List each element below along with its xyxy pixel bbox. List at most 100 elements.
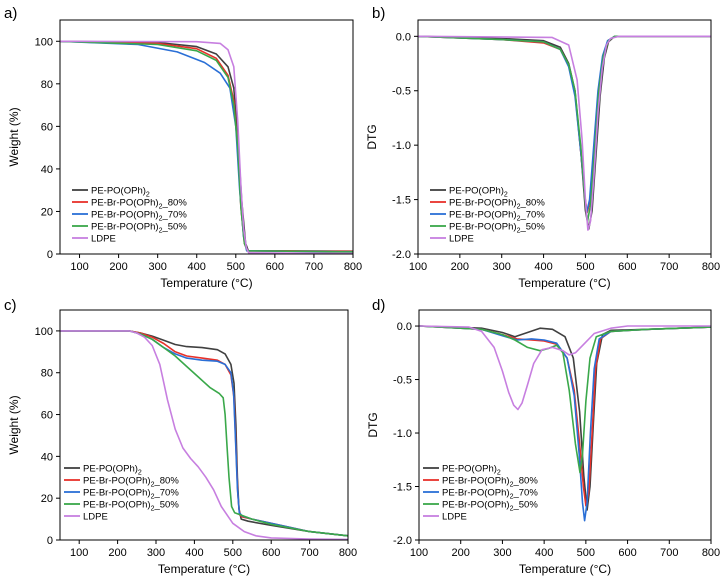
- y-tick-label: 60: [41, 121, 53, 133]
- legend-main: LDPE: [83, 512, 108, 523]
- y-tick-label: 100: [35, 36, 53, 48]
- legend-subscript: 2: [151, 494, 155, 501]
- y-axis-label: Weight (%): [7, 395, 21, 454]
- legend-main: PE-Br-PO(OPh): [91, 210, 159, 221]
- legend-entry-4: LDPE: [83, 512, 108, 523]
- legend-subscript: 2: [138, 470, 142, 477]
- legend-tail: _50%: [161, 222, 187, 233]
- legend-entry-3: PE-Br-PO(OPh)2_50%: [91, 222, 187, 235]
- x-tick-label: 400: [188, 261, 206, 273]
- y-tick-label: 0: [47, 535, 53, 547]
- legend-subscript: 2: [159, 204, 163, 211]
- series-line-4: [419, 325, 711, 411]
- legend-main: PE-Br-PO(OPh): [449, 198, 517, 209]
- legend-main: PE-Br-PO(OPh): [91, 222, 159, 233]
- x-tick-label: 100: [70, 547, 88, 559]
- plot-frame: [59, 309, 349, 541]
- series-line-4: [418, 35, 711, 231]
- x-tick-label: 700: [305, 261, 323, 273]
- x-axis-label: Temperature (°C): [519, 562, 611, 576]
- legend-subscript: 2: [510, 506, 514, 513]
- x-tick-label: 300: [148, 261, 166, 273]
- x-tick-label: 600: [618, 547, 636, 559]
- legend-subscript: 2: [159, 228, 163, 235]
- panel-label: d): [372, 297, 385, 314]
- x-tick-label: 600: [618, 261, 636, 273]
- legend-subscript: 2: [517, 204, 521, 211]
- legend-subscript: 2: [497, 470, 501, 477]
- legend-tail: _50%: [519, 222, 545, 233]
- y-axis-label: Weight (%): [7, 107, 21, 166]
- legend-main: PE-PO(OPh): [83, 464, 138, 475]
- series-line-0: [60, 330, 348, 537]
- x-tick-label: 300: [493, 261, 511, 273]
- panel-0: a) 100 200 300 400 500 600 700 800 0 20 40 60 80 100 Te…: [4, 5, 362, 290]
- series-line-4: [60, 40, 353, 254]
- legend-tail: _50%: [512, 500, 538, 511]
- legend-main: PE-PO(OPh): [442, 464, 497, 475]
- legend-subscript: 2: [517, 216, 521, 223]
- x-tick-label: 200: [451, 261, 469, 273]
- y-tick-label: 0: [47, 249, 53, 261]
- series-line-2: [419, 325, 711, 522]
- y-tick-label: -1.0: [392, 140, 411, 152]
- legend-main: LDPE: [449, 234, 474, 245]
- legend-tail: _80%: [161, 198, 187, 209]
- legend: PE-PO(OPh)2PE-Br-PO(OPh)2_80%PE-Br-PO(OP…: [72, 186, 187, 245]
- legend-subscript: 2: [159, 216, 163, 223]
- x-axis-label: Temperature (°C): [518, 276, 610, 290]
- y-tick-label: -2.0: [392, 249, 411, 261]
- y-tick-label: 80: [41, 79, 53, 91]
- legend-main: LDPE: [442, 512, 467, 523]
- panel-label: a): [4, 5, 17, 22]
- legend-entry-4: LDPE: [91, 234, 116, 245]
- y-tick-label: 100: [35, 326, 53, 338]
- legend-tail: _70%: [161, 210, 187, 221]
- y-tick-label: -0.5: [393, 375, 412, 387]
- y-tick-label: 20: [41, 493, 53, 505]
- panel-label: b): [372, 5, 385, 22]
- x-tick-label: 600: [266, 261, 284, 273]
- y-tick-label: -0.5: [392, 86, 411, 98]
- series-line-3: [419, 325, 711, 474]
- legend-entry-2: PE-Br-PO(OPh)2_70%: [442, 488, 538, 501]
- x-tick-label: 500: [224, 547, 242, 559]
- legend-tail: _70%: [519, 210, 545, 221]
- legend: PE-PO(OPh)2PE-Br-PO(OPh)2_80%PE-Br-PO(OP…: [423, 464, 538, 523]
- legend-main: PE-PO(OPh): [449, 186, 504, 197]
- legend-entry-2: PE-Br-PO(OPh)2_70%: [449, 210, 545, 223]
- y-tick-label: 0.0: [397, 321, 412, 333]
- x-tick-label: 200: [452, 547, 470, 559]
- legend-main: PE-Br-PO(OPh): [449, 222, 517, 233]
- y-axis-label: DTG: [365, 124, 379, 149]
- legend-tail: _70%: [512, 488, 538, 499]
- x-tick-label: 100: [70, 261, 88, 273]
- legend-subscript: 2: [504, 192, 508, 199]
- legend-subscript: 2: [151, 482, 155, 489]
- x-tick-label: 300: [493, 547, 511, 559]
- legend-subscript: 2: [151, 506, 155, 513]
- legend-main: PE-Br-PO(OPh): [442, 476, 510, 487]
- legend-entry-2: PE-Br-PO(OPh)2_70%: [91, 210, 187, 223]
- x-tick-label: 500: [577, 547, 595, 559]
- x-tick-label: 700: [660, 547, 678, 559]
- x-tick-label: 200: [109, 261, 127, 273]
- x-tick-label: 100: [410, 547, 428, 559]
- legend-main: PE-Br-PO(OPh): [442, 488, 510, 499]
- plot-frame: [418, 309, 712, 541]
- legend-main: PE-Br-PO(OPh): [83, 476, 151, 487]
- legend-main: PE-Br-PO(OPh): [442, 500, 510, 511]
- legend-entry-1: PE-Br-PO(OPh)2_80%: [91, 198, 187, 211]
- y-tick-label: 20: [41, 206, 53, 218]
- x-tick-label: 100: [409, 261, 427, 273]
- legend-entry-3: PE-Br-PO(OPh)2_50%: [442, 500, 538, 513]
- legend-entry-0: PE-PO(OPh)2: [91, 186, 150, 199]
- legend-entry-1: PE-Br-PO(OPh)2_80%: [449, 198, 545, 211]
- legend: PE-PO(OPh)2PE-Br-PO(OPh)2_80%PE-Br-PO(OP…: [430, 186, 545, 245]
- x-tick-label: 800: [344, 261, 362, 273]
- legend-entry-4: LDPE: [449, 234, 474, 245]
- legend-entry-1: PE-Br-PO(OPh)2_80%: [83, 476, 179, 489]
- legend-entry-4: LDPE: [442, 512, 467, 523]
- panel-label: c): [4, 297, 17, 314]
- x-tick-label: 300: [147, 547, 165, 559]
